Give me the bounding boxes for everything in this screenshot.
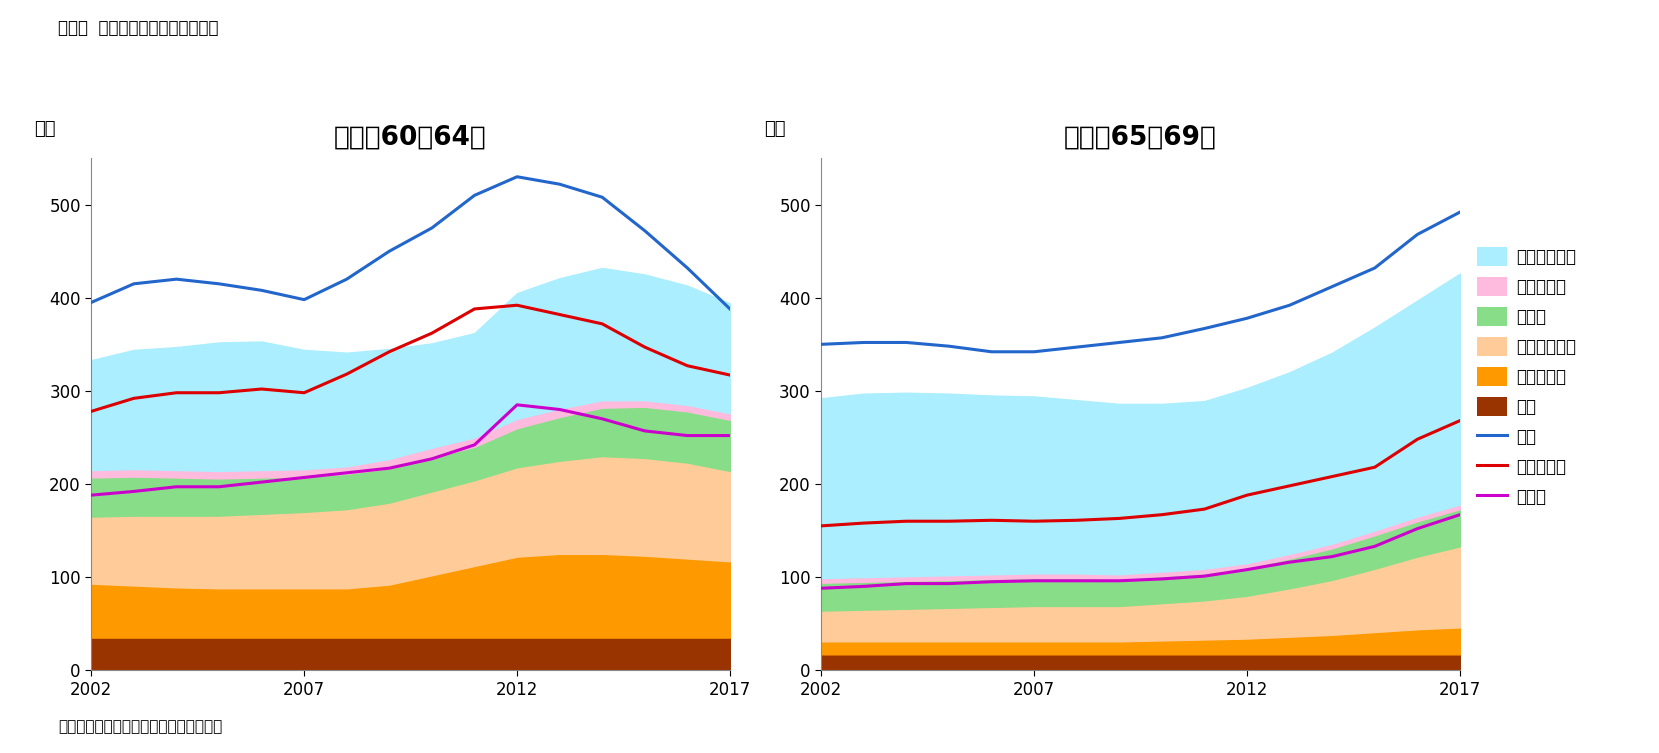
Text: （資料）総務省統計局「労働力調査」。: （資料）総務省統計局「労働力調査」。 (58, 719, 222, 734)
Title: 男性・65〜69歳: 男性・65〜69歳 (1063, 124, 1218, 151)
Title: 男性・60〜64歳: 男性・60〜64歳 (333, 124, 488, 151)
Text: 図表２  就業状態や雇用形態の推移: 図表２ 就業状態や雇用形態の推移 (58, 19, 219, 37)
Text: 万人: 万人 (763, 120, 785, 138)
Text: 万人: 万人 (33, 120, 55, 138)
Legend: 非労働力人口, 完全失業者, 自営業, 非正規雇用者, 正規雇用者, 役員, 人口, 労働力人口, 雇用者: 非労働力人口, 完全失業者, 自営業, 非正規雇用者, 正規雇用者, 役員, 人… (1477, 246, 1576, 507)
